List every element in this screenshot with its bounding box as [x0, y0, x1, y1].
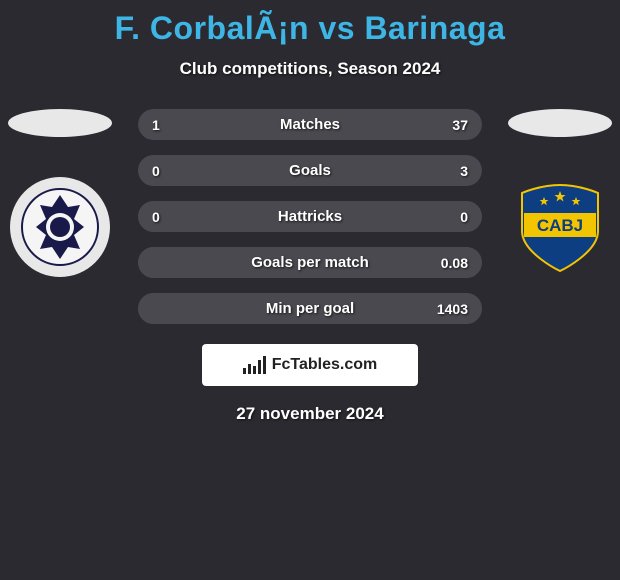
stat-label: Goals per match — [251, 254, 369, 271]
stat-right-value: 3 — [460, 163, 468, 179]
page-title: F. CorbalÃ¡n vs Barinaga — [0, 0, 620, 47]
left-club-logo — [10, 177, 110, 277]
stat-left-value: 1 — [152, 117, 160, 133]
stat-bar: Goals per match 0.08 — [138, 247, 482, 278]
comparison-row: 1 Matches 37 0 Goals 3 0 Hattricks 0 Goals per ma… — [0, 109, 620, 324]
subtitle: Club competitions, Season 2024 — [0, 59, 620, 79]
stat-label: Min per goal — [266, 300, 354, 317]
stat-label: Matches — [280, 116, 340, 133]
bar-left-fill — [138, 155, 152, 186]
date-label: 27 november 2024 — [0, 404, 620, 424]
stat-label: Hattricks — [278, 208, 342, 225]
stat-right-value: 0 — [460, 209, 468, 225]
right-club-logo: CABJ — [510, 177, 610, 277]
stat-bar: 1 Matches 37 — [138, 109, 482, 140]
left-player-placeholder — [8, 109, 112, 137]
stat-bar: 0 Hattricks 0 — [138, 201, 482, 232]
left-club-column — [0, 109, 120, 277]
stat-right-value: 0.08 — [441, 255, 468, 271]
stat-label: Goals — [289, 162, 331, 179]
attribution-box: FcTables.com — [202, 344, 418, 386]
stat-left-value: 0 — [152, 163, 160, 179]
stats-column: 1 Matches 37 0 Goals 3 0 Hattricks 0 Goals per ma… — [138, 109, 482, 324]
right-player-placeholder — [508, 109, 612, 137]
gimnasia-crest-icon — [20, 187, 100, 267]
attribution-text: FcTables.com — [272, 356, 378, 374]
bar-chart-icon — [243, 356, 266, 374]
boca-crest-icon: CABJ — [512, 179, 608, 275]
right-club-text: CABJ — [537, 216, 583, 235]
stat-right-value: 1403 — [437, 301, 468, 317]
stat-left-value: 0 — [152, 209, 160, 225]
stat-right-value: 37 — [452, 117, 468, 133]
stat-bar: 0 Goals 3 — [138, 155, 482, 186]
right-club-column: CABJ — [500, 109, 620, 277]
stat-bar: Min per goal 1403 — [138, 293, 482, 324]
